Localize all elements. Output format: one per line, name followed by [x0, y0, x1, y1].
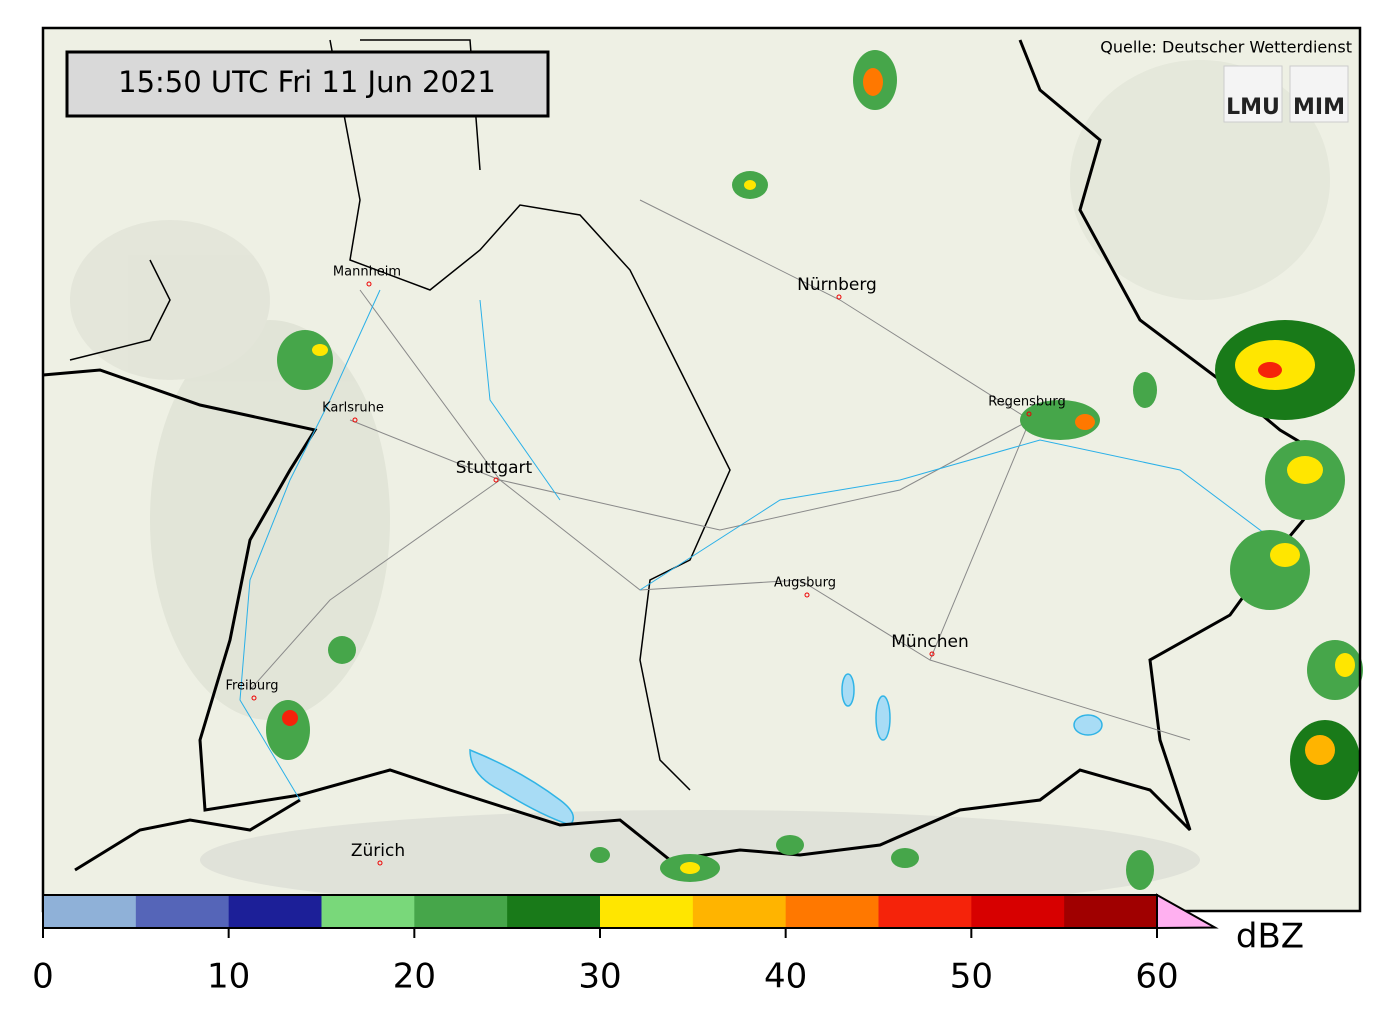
colorbar-tick-label: 10: [207, 957, 250, 997]
colorbar-segment: [321, 895, 415, 928]
city-dot: [251, 695, 257, 701]
colorbar-tick-label: 20: [393, 957, 436, 997]
source-credit: Quelle: Deutscher Wetterdienst: [1100, 38, 1352, 57]
city-labels: Mannheim Nürnberg Karlsruhe Regensburg Stutt…: [225, 265, 1066, 866]
rivers: [239, 289, 1301, 801]
city-label: München: [891, 632, 969, 652]
city-dot: [493, 477, 499, 483]
city-label: Augsburg: [774, 576, 836, 591]
colorbar-segment: [414, 895, 508, 928]
state-borders: [69, 39, 731, 791]
city-dot: [929, 651, 935, 657]
colorbar-segment: [1064, 895, 1158, 928]
colorbar: 0 10 20 30 40 50 60 dBZ: [32, 893, 1304, 997]
colorbar-segment: [507, 895, 601, 928]
city-label: Karlsruhe: [322, 401, 384, 416]
city-dot: [836, 294, 842, 300]
city-dot: [1026, 411, 1032, 417]
colorbar-segment: [135, 895, 230, 928]
logo: LMU: [1226, 95, 1280, 120]
colorbar-segment: [43, 895, 137, 928]
city-label: Regensburg: [988, 395, 1066, 410]
colorbar-segment: [692, 895, 787, 928]
colorbar-tick-label: 30: [578, 957, 621, 997]
colorbar-tick-label: 40: [764, 957, 807, 997]
colorbar-segment: [600, 895, 694, 928]
logo-box: [1289, 65, 1349, 123]
city-label: Zürich: [351, 841, 405, 861]
colorbar-segment: [228, 895, 322, 928]
colorbar-segment: [785, 895, 879, 928]
colorbar-unit: dBZ: [1236, 917, 1304, 957]
colorbar-segment: [878, 895, 972, 928]
city-label: Freiburg: [225, 679, 278, 694]
city-dot: [366, 281, 372, 287]
city-dot: [804, 592, 810, 598]
city-label: Stuttgart: [456, 458, 533, 478]
logo: MIM: [1293, 95, 1345, 120]
colorbar-tick-label: 60: [1135, 957, 1178, 997]
colorbar-segment: [971, 895, 1065, 928]
city-label: Mannheim: [333, 265, 401, 280]
timestamp-box: [65, 50, 550, 118]
city-dot: [377, 860, 383, 866]
logo-box: [1223, 65, 1283, 123]
timestamp: 15:50 UTC Fri 11 Jun 2021: [118, 65, 496, 99]
radar-echoes: [266, 50, 1363, 890]
city-label: Nürnberg: [797, 275, 877, 295]
city-dot: [352, 417, 358, 423]
colorbar-tick-label: 50: [950, 957, 993, 997]
colorbar-tick-label: 0: [32, 957, 54, 997]
roads: [249, 199, 1191, 741]
